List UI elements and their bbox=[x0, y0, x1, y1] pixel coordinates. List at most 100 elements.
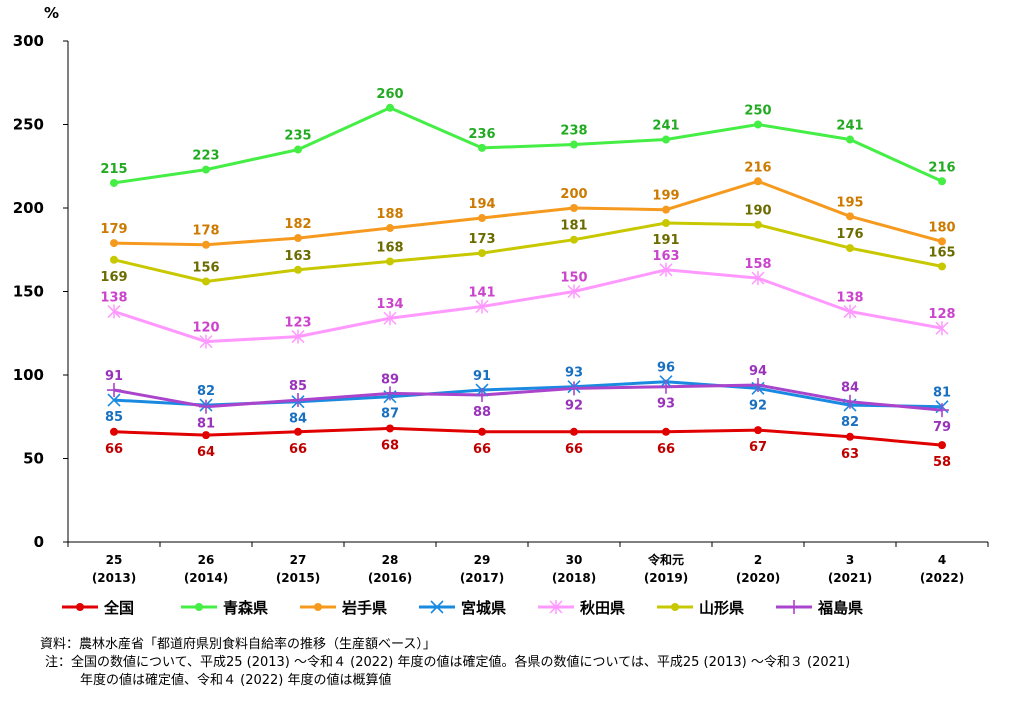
data-label: 173 bbox=[468, 232, 495, 247]
data-label: 178 bbox=[192, 224, 219, 239]
data-label: 134 bbox=[376, 297, 403, 312]
data-point bbox=[291, 329, 305, 344]
data-point bbox=[475, 388, 489, 403]
data-point bbox=[659, 379, 673, 394]
data-label: 168 bbox=[376, 240, 403, 255]
data-point bbox=[567, 284, 581, 299]
data-label: 250 bbox=[744, 104, 771, 119]
data-label: 141 bbox=[468, 286, 495, 301]
x-tick-year-label: (2016) bbox=[368, 571, 412, 585]
x-tick-year-label: (2013) bbox=[92, 571, 136, 585]
data-label: 156 bbox=[192, 260, 219, 275]
legend-label: 青森県 bbox=[223, 599, 268, 617]
data-label: 238 bbox=[560, 124, 587, 139]
y-axis-unit: % bbox=[44, 4, 59, 22]
data-point bbox=[107, 383, 121, 398]
data-point bbox=[662, 219, 670, 228]
data-label: 138 bbox=[100, 291, 127, 306]
data-point bbox=[110, 427, 118, 436]
legend-item: 秋田県 bbox=[538, 599, 625, 617]
data-label: 181 bbox=[560, 219, 587, 234]
data-label: 67 bbox=[749, 440, 767, 455]
series-line-s0 bbox=[113, 426, 943, 447]
data-point bbox=[199, 334, 213, 349]
y-tick-label: 50 bbox=[23, 450, 44, 468]
data-label: 176 bbox=[836, 227, 863, 242]
data-point bbox=[475, 299, 489, 314]
x-tick-label: 27 bbox=[290, 553, 307, 567]
data-label: 66 bbox=[473, 442, 491, 457]
data-point bbox=[294, 145, 302, 154]
data-label: 169 bbox=[100, 270, 127, 285]
data-point bbox=[478, 427, 486, 436]
series-lines bbox=[113, 106, 943, 447]
x-tick-year-label: (2017) bbox=[460, 571, 504, 585]
data-label: 194 bbox=[468, 197, 495, 212]
y-tick-label: 250 bbox=[13, 116, 44, 134]
data-point bbox=[570, 140, 578, 149]
data-label: 96 bbox=[657, 361, 675, 376]
y-tick-label: 150 bbox=[13, 283, 44, 301]
data-point bbox=[110, 178, 118, 187]
data-point bbox=[478, 214, 486, 223]
data-label: 128 bbox=[928, 307, 955, 322]
data-label: 150 bbox=[560, 271, 587, 286]
legend-item: 全国 bbox=[62, 599, 134, 617]
series-markers bbox=[107, 103, 949, 450]
data-point bbox=[843, 394, 857, 409]
data-point bbox=[662, 427, 670, 436]
data-point bbox=[294, 427, 302, 436]
x-tick-label: 4 bbox=[938, 553, 946, 567]
data-label: 163 bbox=[284, 249, 311, 264]
data-point bbox=[751, 378, 765, 393]
data-point bbox=[386, 224, 394, 233]
data-point bbox=[107, 393, 121, 407]
data-label: 190 bbox=[744, 204, 771, 219]
x-tick-label: 26 bbox=[198, 553, 215, 567]
data-point bbox=[662, 135, 670, 144]
legend-marker bbox=[549, 600, 563, 614]
series-line-s4 bbox=[113, 268, 943, 344]
data-label: 223 bbox=[192, 149, 219, 164]
data-label: 66 bbox=[289, 442, 307, 457]
legend-item: 山形県 bbox=[657, 599, 744, 617]
data-point bbox=[110, 239, 118, 248]
data-label: 81 bbox=[933, 386, 951, 401]
data-label: 68 bbox=[381, 438, 399, 453]
data-label: 199 bbox=[652, 189, 679, 204]
x-tick-year-label: (2015) bbox=[276, 571, 320, 585]
data-point bbox=[202, 431, 210, 440]
legend-marker bbox=[671, 603, 679, 611]
data-point bbox=[938, 237, 946, 246]
data-point bbox=[202, 165, 210, 174]
data-point bbox=[199, 399, 213, 414]
data-point bbox=[386, 424, 394, 433]
data-point bbox=[938, 177, 946, 186]
x-tick-year-label: (2021) bbox=[828, 571, 872, 585]
legend-marker bbox=[76, 603, 84, 611]
data-label: 182 bbox=[284, 217, 311, 232]
x-tick-label: 令和元 bbox=[647, 552, 684, 567]
data-label: 123 bbox=[284, 316, 311, 331]
data-label: 260 bbox=[376, 87, 403, 102]
data-label: 88 bbox=[473, 405, 491, 420]
data-label: 94 bbox=[749, 364, 767, 379]
data-point bbox=[659, 262, 673, 277]
data-point bbox=[754, 177, 762, 186]
data-label: 63 bbox=[841, 447, 859, 462]
data-point bbox=[570, 204, 578, 212]
data-point bbox=[570, 427, 578, 436]
legend-marker bbox=[314, 603, 322, 611]
data-point bbox=[938, 262, 946, 271]
data-label: 200 bbox=[560, 187, 587, 202]
footnote-line-1: 注：全国の数値について、平成25 (2013) ～令和４ (2022) 年度の値… bbox=[45, 655, 851, 670]
data-point bbox=[938, 441, 946, 450]
data-label: 85 bbox=[289, 379, 307, 394]
data-label: 85 bbox=[105, 410, 123, 425]
x-tick-label: 2 bbox=[754, 553, 762, 567]
data-label: 241 bbox=[836, 119, 863, 134]
data-label: 92 bbox=[749, 398, 767, 413]
data-point bbox=[846, 212, 854, 221]
data-point bbox=[570, 235, 578, 244]
legend-label: 岩手県 bbox=[341, 599, 387, 617]
